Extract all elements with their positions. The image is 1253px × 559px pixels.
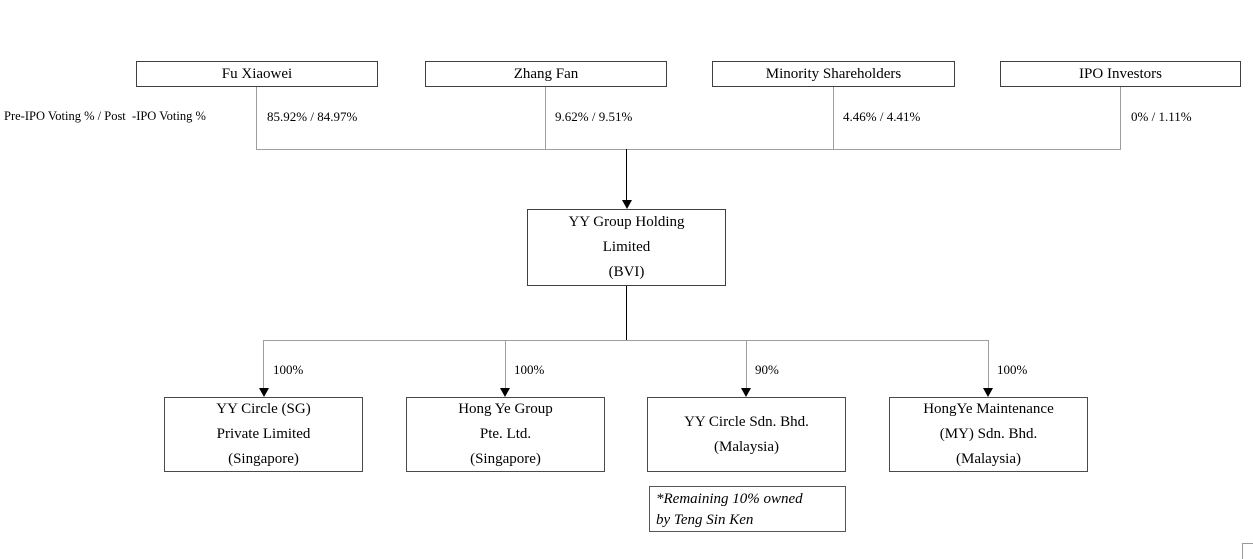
subsidiary-name-line: (Singapore) [470, 451, 541, 467]
footnote-line: by Teng Sin Ken [656, 512, 754, 528]
connector-line [256, 149, 1121, 150]
ownership-pct-yy-circle-sg: 100% [273, 362, 304, 377]
arrow-line [626, 149, 627, 200]
subsidiary-name-line: YY Circle Sdn. Bhd. [684, 413, 809, 430]
voting-pct-minority: 4.46% / 4.41% [843, 109, 921, 124]
clipped-box-corner [1242, 543, 1253, 559]
connector-line [256, 87, 257, 149]
subsidiary-name-line: (MY) Sdn. Bhd. [939, 426, 1038, 442]
footnote-box: *Remaining 10% owned by Teng Sin Ken [649, 486, 846, 532]
subsidiary-name-line: Pte. Ltd. [479, 426, 532, 442]
voting-pct-zhang-fan: 9.62% / 9.51% [555, 109, 633, 124]
holding-name-line: Limited [602, 239, 651, 255]
subsidiary-name-line: Private Limited [216, 426, 311, 442]
subsidiary-name-line: (Singapore) [228, 451, 299, 467]
holding-name-line: (BVI) [608, 264, 645, 280]
arrow-down-icon [622, 200, 632, 209]
footnote-line: *Remaining 10% owned [656, 491, 803, 507]
arrow-down-icon [500, 388, 510, 397]
subsidiary-name-line: (Malaysia) [714, 438, 779, 455]
subsidiary-name-line: (Malaysia) [956, 451, 1021, 467]
voting-pct-ipo: 0% / 1.11% [1131, 109, 1192, 124]
shareholder-box-minority-shareholders: Minority Shareholders [712, 61, 955, 87]
connector-line [746, 341, 747, 388]
arrow-down-icon [741, 388, 751, 397]
shareholder-name: IPO Investors [1079, 65, 1162, 82]
arrow-down-icon [983, 388, 993, 397]
ownership-pct-hongye-maintenance: 100% [997, 362, 1028, 377]
connector-line [626, 286, 627, 341]
shareholder-name: Minority Shareholders [765, 65, 902, 82]
connector-line [1120, 87, 1121, 149]
holding-name-line: YY Group Holding [568, 214, 685, 230]
subsidiary-box-hongye-maintenance: HongYe Maintenance (MY) Sdn. Bhd. (Malay… [889, 397, 1088, 472]
connector-line [263, 340, 989, 341]
subsidiary-name-line: HongYe Maintenance [923, 401, 1054, 417]
holding-company-box: YY Group Holding Limited (BVI) [527, 209, 726, 286]
connector-line [263, 341, 264, 388]
subsidiary-name-line: Hong Ye Group [458, 401, 553, 417]
connector-line [505, 341, 506, 388]
shareholder-box-ipo-investors: IPO Investors [1000, 61, 1241, 87]
shareholder-box-fu-xiaowei: Fu Xiaowei [136, 61, 378, 87]
subsidiary-box-yy-circle-sg: YY Circle (SG) Private Limited (Singapor… [164, 397, 363, 472]
ownership-pct-hong-ye-group: 100% [514, 362, 545, 377]
voting-pct-fu-xiaowei: 85.92% / 84.97% [267, 109, 358, 124]
shareholder-name: Zhang Fan [513, 65, 579, 82]
connector-line [833, 87, 834, 149]
shareholder-box-zhang-fan: Zhang Fan [425, 61, 667, 87]
connector-line [545, 87, 546, 149]
subsidiary-box-hong-ye-group: Hong Ye Group Pte. Ltd. (Singapore) [406, 397, 605, 472]
shareholder-name: Fu Xiaowei [221, 65, 293, 82]
arrow-down-icon [259, 388, 269, 397]
subsidiary-box-yy-circle-sdn-bhd: YY Circle Sdn. Bhd. (Malaysia) [647, 397, 846, 472]
connector-line [988, 341, 989, 388]
ownership-pct-yy-circle-sdn-bhd: 90% [755, 362, 779, 377]
voting-row-label: Pre-IPO Voting % / Post -IPO Voting % [4, 109, 206, 123]
subsidiary-name-line: YY Circle (SG) [216, 401, 311, 417]
